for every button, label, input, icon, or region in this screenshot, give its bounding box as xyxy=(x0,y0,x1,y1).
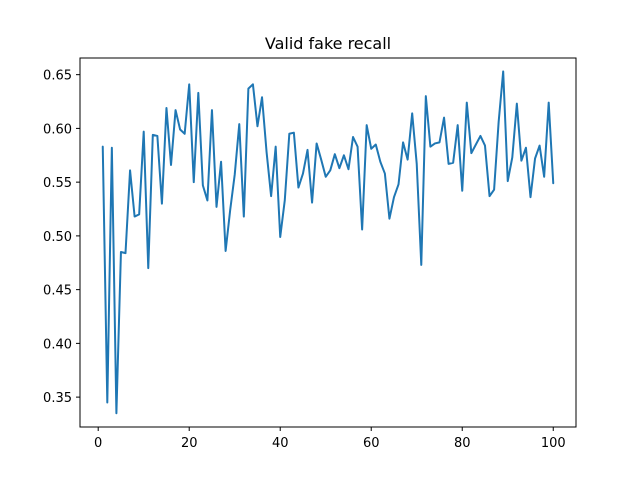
x-tick-label: 40 xyxy=(272,436,289,451)
axis-ticks: 0 20 40 60 80 100 0.35 0.40 0.45 0.50 0.55 0.60 0.65 xyxy=(43,69,566,451)
y-tick-label: 0.60 xyxy=(43,122,72,137)
x-tick-label: 60 xyxy=(363,436,380,451)
series-line xyxy=(101,70,555,415)
x-tick-label: 20 xyxy=(181,436,198,451)
y-tick-label: 0.40 xyxy=(43,337,72,352)
chart-title: Valid fake recall xyxy=(265,34,391,53)
x-tick-label: 80 xyxy=(454,436,471,451)
y-tick-label: 0.65 xyxy=(43,69,72,84)
y-tick-label: 0.35 xyxy=(43,391,72,406)
y-tick-label: 0.50 xyxy=(43,230,72,245)
x-tick-label: 100 xyxy=(541,436,566,451)
x-tick-label: 0 xyxy=(94,436,102,451)
y-tick-label: 0.55 xyxy=(43,176,72,191)
plot-frame xyxy=(79,57,577,428)
y-tick-label: 0.45 xyxy=(43,284,72,299)
data-points xyxy=(102,71,554,414)
